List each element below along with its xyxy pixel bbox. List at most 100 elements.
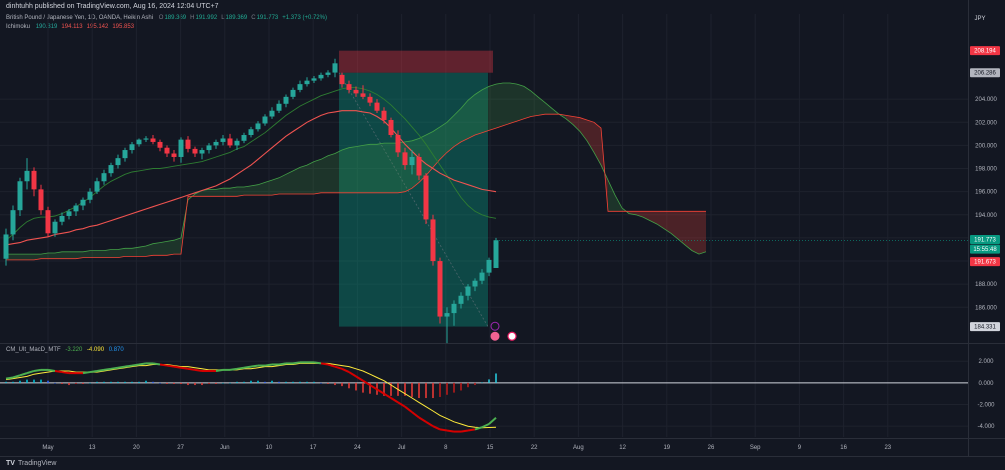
cloud-segment — [503, 82, 510, 126]
macd-line-segment — [425, 420, 434, 428]
macd-histogram-bar — [439, 382, 441, 397]
cloud-segment — [580, 117, 587, 141]
macd-name[interactable]: CM_Ult_MacD_MTF — [6, 347, 61, 353]
ohlc-label: L — [221, 15, 225, 21]
cloud-segment — [97, 250, 104, 258]
candle-body — [101, 173, 107, 182]
macd-histogram-bar — [418, 382, 420, 399]
macd-histogram-bar — [33, 379, 35, 383]
macd-histogram-bar — [474, 382, 476, 386]
cloud-segment — [671, 211, 678, 240]
macd-line-segment — [460, 429, 469, 433]
symbol-line: British Pound / Japanese Yen, 1D, OANDA,… — [6, 14, 327, 23]
macd-line-segment — [173, 365, 182, 369]
macd-histogram-bar — [201, 382, 203, 386]
cloud-segment — [622, 207, 629, 214]
candle-body — [290, 89, 296, 97]
cloud-segment — [307, 161, 314, 194]
cloud-segment — [139, 246, 146, 257]
candle-body — [458, 295, 464, 304]
macd-line-segment — [390, 397, 399, 404]
macd-line-segment — [348, 371, 357, 378]
candle-body — [311, 78, 317, 81]
grid-lines — [0, 14, 968, 437]
cloud-segment — [615, 195, 622, 212]
symbol-title[interactable]: British Pound / Japanese Yen, 1D, OANDA,… — [6, 15, 154, 21]
candle-body — [339, 74, 345, 85]
cloud-segment — [209, 189, 216, 197]
cloud-segment — [594, 122, 601, 166]
macd-line-segment — [215, 368, 224, 372]
candle-body — [227, 138, 233, 146]
cloud-segment — [496, 82, 503, 129]
cloud-segment — [167, 240, 174, 256]
candle-body — [472, 280, 478, 287]
time-tick-label: 27 — [177, 445, 184, 451]
candle-body — [199, 150, 205, 154]
cloud-segment — [489, 84, 496, 131]
macd-histogram-bar — [131, 381, 133, 383]
cloud-segment — [678, 211, 685, 245]
macd-line — [5, 361, 497, 433]
macd-line-segment — [103, 367, 112, 371]
cloud-segment — [566, 115, 573, 125]
cloud-segment — [300, 165, 307, 194]
macd-line-segment — [313, 361, 322, 365]
cloud-segment — [608, 180, 615, 212]
macd-line-segment — [12, 374, 21, 379]
macd-line-segment — [341, 367, 350, 373]
time-tick-label: 26 — [708, 445, 715, 451]
cloud-segment — [482, 86, 489, 133]
candle-body — [185, 139, 191, 149]
macd-histogram-bar — [180, 382, 182, 384]
cloud-segment — [118, 248, 125, 258]
candle-body — [486, 259, 492, 273]
macd-histogram-bar — [194, 382, 196, 386]
candle-body — [269, 110, 275, 117]
ichimoku-label[interactable]: Ichimoku — [6, 24, 31, 30]
macd-histogram-bar — [110, 381, 112, 383]
macd-line-segment — [467, 428, 476, 432]
candle-body — [276, 103, 282, 111]
macd-histogram-bar — [89, 382, 91, 384]
macd-histogram-bar — [495, 373, 497, 383]
macd-line-segment — [327, 363, 336, 368]
macd-histogram-bar — [306, 381, 308, 383]
cloud-segment — [384, 143, 391, 193]
cloud-segment — [342, 147, 349, 193]
time-tick-label: Jul — [398, 445, 406, 451]
macd-histogram-bar — [82, 382, 84, 384]
candle-body — [367, 96, 373, 103]
candle-body — [66, 211, 72, 216]
macd-line-segment — [320, 362, 329, 366]
cloud-segment — [328, 153, 335, 193]
cloud-segment — [153, 242, 160, 256]
candle-body — [87, 191, 93, 200]
time-tick-label: May — [42, 445, 53, 451]
cloud-segment — [195, 190, 202, 197]
cloud-segment — [76, 251, 83, 259]
cloud-segment — [517, 84, 524, 122]
candle-body — [143, 138, 149, 140]
macd-histogram-bar — [278, 381, 280, 383]
candle-body — [52, 221, 58, 234]
cloud-segment — [363, 144, 370, 193]
price-tick-label: 188.000 — [975, 282, 997, 288]
cloud-segment — [55, 251, 62, 259]
cloud-segment — [104, 249, 111, 258]
candle-body — [479, 272, 485, 281]
currency-label[interactable]: JPY — [974, 16, 986, 22]
macd-histogram-bar — [61, 382, 63, 384]
price-chart[interactable]: 186.000188.000190.000192.000194.000196.0… — [0, 0, 1005, 456]
cloud-segment — [265, 180, 272, 196]
price-tick-label: 204.000 — [975, 97, 997, 103]
candle-body — [388, 119, 394, 136]
ichimoku-value: 195.142 — [86, 24, 109, 30]
macd-histogram-bar — [117, 381, 119, 383]
tradingview-logo-icon[interactable]: TV — [6, 460, 15, 467]
candle-body — [248, 129, 254, 136]
macd-histogram-bar — [173, 382, 175, 384]
macd-histogram-bar — [467, 382, 469, 388]
cloud-segment — [636, 211, 643, 218]
macd-histogram-bar — [327, 382, 329, 384]
